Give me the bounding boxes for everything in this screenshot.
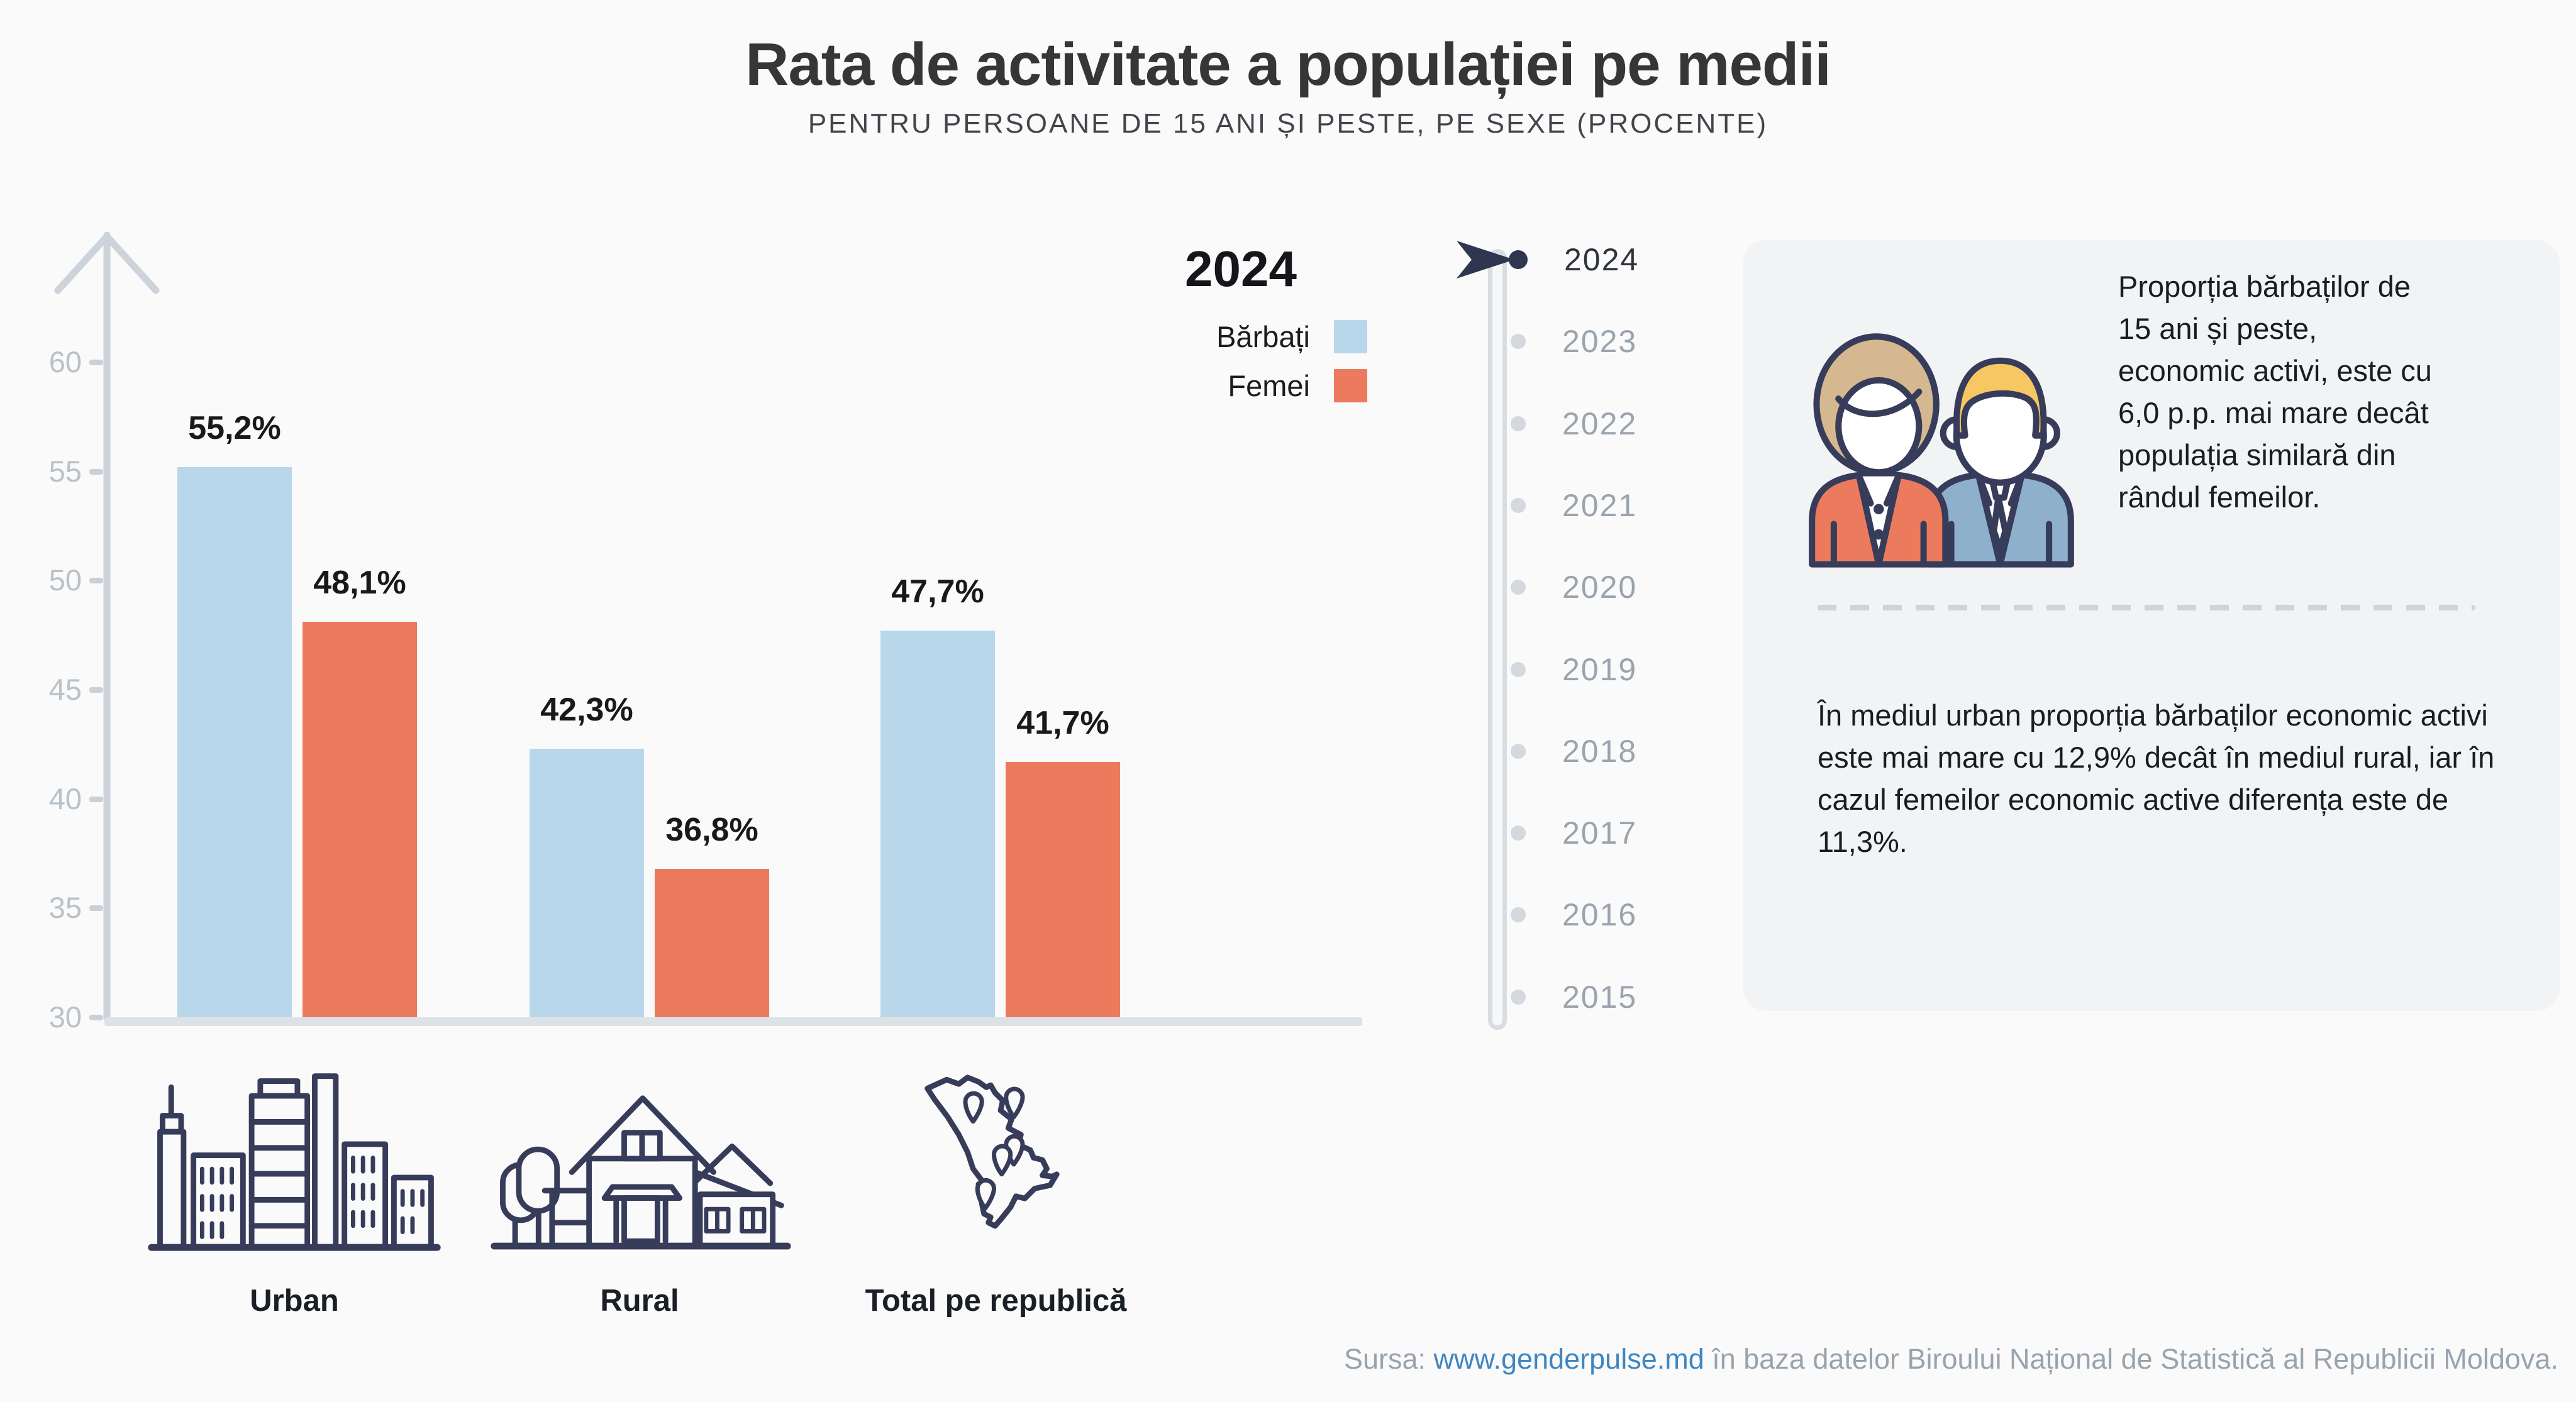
timeline-year-label[interactable]: 2022 xyxy=(1562,406,1638,441)
bar-value-label: 36,8% xyxy=(665,811,758,848)
rural-house-icon xyxy=(491,1095,791,1250)
timeline-year-2018[interactable]: 2018 xyxy=(1504,729,1731,773)
timeline-dot[interactable] xyxy=(1511,661,1526,677)
timeline-year-label[interactable]: 2016 xyxy=(1562,897,1638,933)
bar-value-label: 48,1% xyxy=(313,565,406,602)
y-axis-tick-mark xyxy=(89,468,103,475)
y-axis-tick-label: 30 xyxy=(48,1000,82,1034)
timeline-year-2021[interactable]: 2021 xyxy=(1504,483,1731,527)
bar-value-label: 41,7% xyxy=(1016,704,1109,741)
timeline-dot[interactable] xyxy=(1511,989,1526,1005)
y-axis-tick-label: 50 xyxy=(48,563,82,597)
timeline-year-2020[interactable]: 2020 xyxy=(1504,565,1731,609)
category-urban: Urban xyxy=(143,1063,445,1318)
timeline-year-2024[interactable]: 2024 xyxy=(1504,238,1731,282)
page-title: Rata de activitate a populației pe medii xyxy=(745,31,1831,98)
page-subtitle: PENTRU PERSOANE DE 15 ANI ȘI PESTE, PE S… xyxy=(808,108,1768,139)
x-axis-baseline xyxy=(104,1017,1362,1026)
source-line: Sursa: www.genderpulse.md în baza datelo… xyxy=(1344,1343,2558,1376)
source-link[interactable]: www.genderpulse.md xyxy=(1433,1343,1704,1375)
moldova-map-icon xyxy=(924,1074,1060,1229)
timeline-dot[interactable] xyxy=(1509,250,1528,269)
bar-value-label: 47,7% xyxy=(891,573,984,610)
legend-label-femei: Femei xyxy=(1228,368,1310,402)
bar-femei-0 xyxy=(303,622,417,1017)
bar-femei-2 xyxy=(1006,761,1120,1017)
y-axis-tick-mark xyxy=(89,796,103,802)
y-axis-arrow-icon xyxy=(54,231,160,1022)
category-label-urban: Urban xyxy=(250,1284,339,1318)
city-buildings-icon xyxy=(148,1073,441,1251)
timeline-year-2015[interactable]: 2015 xyxy=(1504,975,1731,1019)
bar-value-label: 55,2% xyxy=(188,409,281,446)
y-axis-tick-label: 40 xyxy=(48,781,82,815)
panel-paragraph-2: În mediul urban proporția bărbaților eco… xyxy=(1818,698,2495,858)
bar-bărbați-1 xyxy=(530,748,644,1017)
timeline-year-label[interactable]: 2021 xyxy=(1562,487,1638,523)
timeline-year-2019[interactable]: 2019 xyxy=(1504,648,1731,692)
timeline-dot[interactable] xyxy=(1511,743,1526,759)
legend-swatch-barbati xyxy=(1334,319,1367,353)
legend-row-barbati: Bărbați xyxy=(1185,319,1367,353)
panel-paragraph-1: Proporția bărbaților de 15 ani și peste,… xyxy=(2118,270,2432,514)
bar-femei-1 xyxy=(655,868,769,1017)
timeline-year-2023[interactable]: 2023 xyxy=(1504,319,1731,363)
y-axis-tick-mark xyxy=(89,687,103,693)
bar-bărbați-0 xyxy=(177,466,292,1017)
chart-legend: 2024 Bărbați Femei xyxy=(1185,240,1367,417)
y-axis-tick-mark xyxy=(89,360,103,365)
timeline-year-label[interactable]: 2019 xyxy=(1562,651,1638,687)
source-suffix: în baza datelor Biroului Național de Sta… xyxy=(1704,1343,2558,1375)
legend-label-barbati: Bărbați xyxy=(1216,319,1310,353)
dashed-divider xyxy=(1818,605,2475,610)
bar-bărbați-2 xyxy=(880,631,995,1017)
y-axis-tick-mark xyxy=(89,578,103,584)
timeline-year-label[interactable]: 2017 xyxy=(1562,815,1638,851)
timeline-year-2022[interactable]: 2022 xyxy=(1504,402,1731,446)
timeline-year-2016[interactable]: 2016 xyxy=(1504,893,1731,937)
legend-year: 2024 xyxy=(1185,241,1297,297)
category-label-rural: Rural xyxy=(600,1284,679,1318)
woman-man-icon xyxy=(1809,333,2074,568)
timeline-year-2017[interactable]: 2017 xyxy=(1504,811,1731,855)
bar-value-label: 42,3% xyxy=(540,691,633,728)
timeline-year-label[interactable]: 2015 xyxy=(1562,979,1638,1015)
timeline-dot[interactable] xyxy=(1511,907,1526,923)
timeline-dot[interactable] xyxy=(1511,580,1526,595)
timeline-year-label[interactable]: 2023 xyxy=(1562,324,1638,360)
y-axis-tick-label: 35 xyxy=(48,891,82,925)
timeline-year-label[interactable]: 2020 xyxy=(1562,570,1638,605)
source-prefix: Sursa: xyxy=(1343,1343,1434,1375)
category-label-total: Total pe republică xyxy=(865,1284,1127,1318)
y-axis-tick-label: 45 xyxy=(48,673,82,706)
timeline-year-label[interactable]: 2018 xyxy=(1562,733,1638,769)
timeline-dot[interactable] xyxy=(1511,825,1526,841)
legend-swatch-femei xyxy=(1334,368,1367,402)
timeline-year-label[interactable]: 2024 xyxy=(1564,242,1640,277)
timeline-dot[interactable] xyxy=(1511,416,1526,431)
y-axis-tick-label: 55 xyxy=(48,454,82,488)
y-axis-tick-label: 60 xyxy=(48,345,82,378)
legend-row-femei: Femei xyxy=(1185,368,1367,402)
y-axis-tick-mark xyxy=(89,1015,103,1020)
timeline-track[interactable] xyxy=(1488,249,1507,1030)
category-rural: Rural xyxy=(486,1063,794,1318)
info-panel: Proporția bărbaților de 15 ani și peste,… xyxy=(1743,240,2560,1011)
timeline-dot[interactable] xyxy=(1511,334,1526,350)
timeline-dot[interactable] xyxy=(1511,497,1526,513)
y-axis-tick-mark xyxy=(89,905,103,912)
year-cursor-icon[interactable] xyxy=(1457,241,1514,279)
category-total: Total pe republică xyxy=(853,1063,1139,1318)
